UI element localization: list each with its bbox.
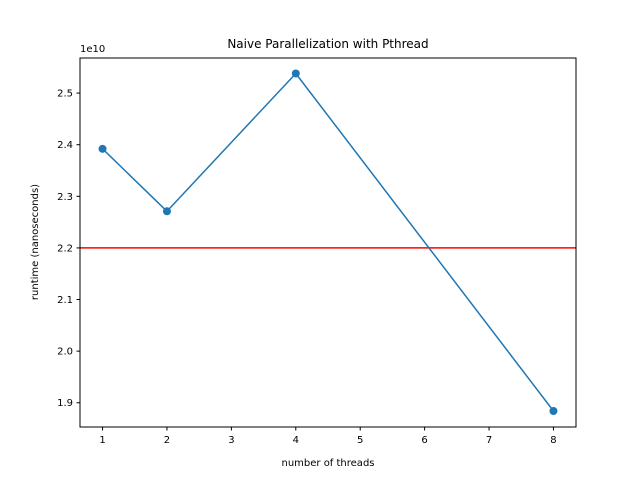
axes-frame — [79, 57, 577, 428]
x-tick-label: 8 — [550, 435, 556, 446]
y-axis-label: runtime (nanoseconds) — [30, 184, 41, 300]
y-tick-label: 2.3 — [57, 192, 73, 203]
y-tick-label: 2.4 — [57, 140, 73, 151]
chart-title: Naive Parallelization with Pthread — [227, 37, 428, 51]
x-tick-label: 6 — [421, 435, 427, 446]
x-tick-label: 4 — [293, 435, 299, 446]
x-tick-label: 7 — [486, 435, 492, 446]
plot-area — [80, 69, 576, 416]
x-tick-label: 2 — [164, 435, 170, 446]
data-point — [291, 69, 300, 78]
x-tick-label: 3 — [228, 435, 234, 446]
data-point — [162, 207, 171, 216]
x-tick-label: 1 — [99, 435, 105, 446]
y-tick-label: 1.9 — [57, 398, 73, 409]
y-tick-label: 2.5 — [57, 89, 73, 100]
y-tick-label: 2.1 — [57, 295, 73, 306]
data-point — [549, 407, 558, 416]
y-tick-label: 2.2 — [57, 243, 73, 254]
y-tick-label: 2.0 — [57, 347, 73, 358]
x-tick-label: 5 — [357, 435, 363, 446]
y-offset-label: 1e10 — [80, 44, 105, 55]
x-axis: 1 2 3 4 5 6 7 8 — [99, 427, 557, 446]
x-axis-label: number of threads — [281, 458, 374, 469]
series-line — [102, 72, 555, 412]
data-point — [98, 144, 107, 153]
y-axis: 1.9 2.0 2.1 2.2 2.3 2.4 2.5 — [57, 89, 80, 409]
